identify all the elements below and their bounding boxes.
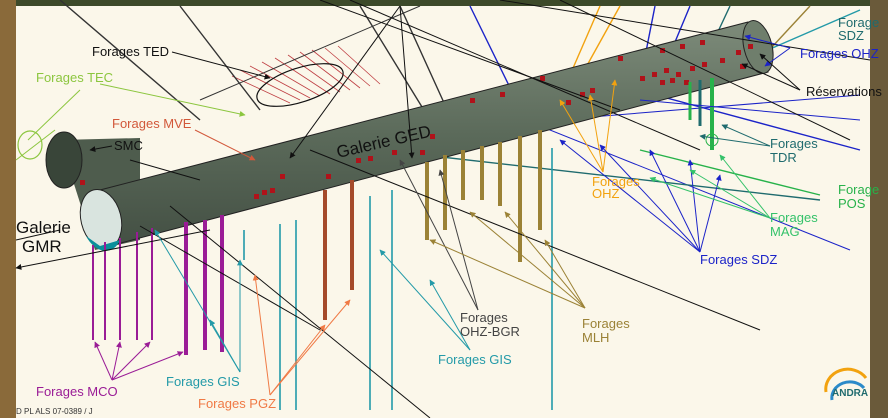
- sdz-callout: [559, 34, 791, 253]
- label-forage-sdz-top-2: SDZ: [838, 28, 864, 43]
- label-forages-ohz-mid-1: Forages: [592, 174, 640, 189]
- right-photo-strip: [870, 0, 888, 418]
- label-forages-tdr-1: Forages: [770, 136, 818, 151]
- label-forages-mag-1: Forages: [770, 210, 818, 225]
- mlh-callout: [429, 211, 586, 309]
- label-forages-ted: Forages TED: [92, 44, 169, 59]
- label-forages-ohz-mid-2: OHZ: [592, 186, 620, 201]
- label-forages-tec: Forages TEC: [36, 70, 113, 85]
- label-forages-sdz-bottom: Forages SDZ: [700, 252, 777, 267]
- label-forages-mco: Forages MCO: [36, 384, 118, 399]
- smc-callout: [89, 145, 113, 152]
- label-reservations: Réservations: [806, 84, 882, 99]
- label-forage-sdz-top-1: Forage: [838, 15, 879, 30]
- andra-logo-icon: ANDRA: [824, 367, 868, 401]
- label-forages-mve: Forages MVE: [112, 116, 192, 131]
- mco-callout: [94, 341, 184, 381]
- ohz-callout: [559, 79, 618, 173]
- ted-callout: [171, 5, 415, 159]
- logo-text: ANDRA: [832, 388, 868, 399]
- label-forages-ohz-bgr-2: OHZ-BGR: [460, 324, 520, 339]
- label-forages-mlh-1: Forages: [582, 316, 630, 331]
- document-reference: D PL ALS 07-0389 / J: [16, 407, 93, 416]
- label-forage-pos-2: POS: [838, 196, 866, 211]
- gis-callout: [154, 229, 471, 373]
- label-forages-pgz: Forages PGZ: [198, 396, 276, 411]
- label-forages-gis-mid: Forages GIS: [438, 352, 512, 367]
- black-leader-lines: [15, 0, 871, 418]
- tec-callout: [15, 83, 246, 161]
- label-forages-ohz-top: Forages OHZ: [800, 46, 879, 61]
- pgz-boreholes: [323, 180, 354, 320]
- left-photo-strip: [0, 0, 16, 418]
- pgz-callout: [252, 274, 351, 396]
- label-forages-tdr-2: TDR: [770, 150, 797, 165]
- reservations-callout: [741, 53, 801, 91]
- gis-boreholes: [243, 148, 553, 410]
- borehole-markers: [80, 40, 753, 199]
- label-forage-pos-1: Forage: [838, 182, 879, 197]
- mco-boreholes: [92, 215, 224, 355]
- label-galerie-gmr-2: GMR: [22, 237, 62, 256]
- ohz-bgr-callout: [399, 159, 479, 311]
- label-forages-ohz-bgr-1: Forages: [460, 310, 508, 325]
- mve-callout: [194, 129, 256, 161]
- label-galerie-gmr-1: Galerie: [16, 218, 71, 237]
- label-forages-gis-bottom: Forages GIS: [166, 374, 240, 389]
- label-smc: SMC: [114, 138, 143, 153]
- label-forages-mag-2: MAG: [770, 224, 800, 239]
- tdr-callout: [699, 124, 771, 147]
- mlh-boreholes: [425, 130, 542, 262]
- top-photo-strip: [16, 0, 870, 6]
- mag-callout: [649, 154, 771, 219]
- label-forages-mlh-2: MLH: [582, 330, 609, 345]
